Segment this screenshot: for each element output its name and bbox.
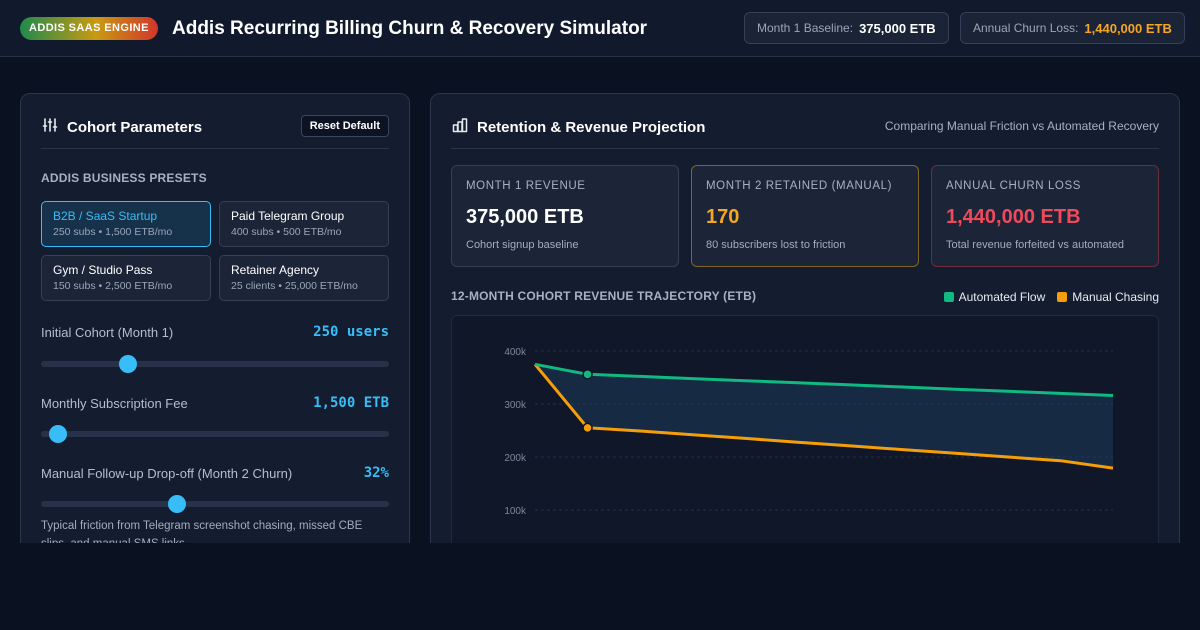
app-title: Addis Recurring Billing Churn & Recovery… <box>172 18 648 39</box>
preset-name: Gym / Studio Pass <box>53 263 153 277</box>
kpi-month2-retained: MONTH 2 RETAINED (MANUAL) 170 80 subscri… <box>691 165 919 267</box>
kpi-note: Cohort signup baseline <box>466 239 579 251</box>
preset-telegram-group[interactable]: Paid Telegram Group 400 subs • 500 ETB/m… <box>219 201 389 247</box>
churn-stat: Annual Churn Loss: 1,440,000 ETB <box>960 12 1185 44</box>
automated-point <box>582 369 593 380</box>
cohort-label: Initial Cohort (Month 1) <box>41 325 174 340</box>
baseline-stat: Month 1 Baseline: 375,000 ETB <box>744 12 949 44</box>
y-tick-label: 200k <box>504 453 527 464</box>
kpi-label: MONTH 2 RETAINED (MANUAL) <box>706 180 893 192</box>
kpi-annual-churn-loss: ANNUAL CHURN LOSS 1,440,000 ETB Total re… <box>931 165 1159 267</box>
kpi-label: ANNUAL CHURN LOSS <box>946 180 1082 192</box>
preset-meta: 400 subs • 500 ETB/mo <box>231 226 342 238</box>
y-tick-label: 100k <box>504 506 527 517</box>
preset-name: B2B / SaaS Startup <box>53 209 158 223</box>
revenue-chart: 100k 200k 300k 400k <box>451 315 1159 552</box>
divider <box>41 148 389 149</box>
churn-value: 1,440,000 ETB <box>1084 20 1172 36</box>
kpi-label: MONTH 1 REVENUE <box>466 180 586 192</box>
dropoff-slider-thumb[interactable] <box>167 495 186 513</box>
projection-heading: Retention & Revenue Projection <box>451 116 705 138</box>
kpi-value: 170 <box>706 206 740 228</box>
legend-manual: Manual Chasing <box>1057 290 1159 304</box>
projection-title: Retention & Revenue Projection <box>477 118 706 136</box>
bar-chart-icon <box>451 116 469 138</box>
preset-b2b-saas[interactable]: B2B / SaaS Startup 250 subs • 1,500 ETB/… <box>41 201 211 247</box>
preset-meta: 150 subs • 2,500 ETB/mo <box>53 280 173 292</box>
legend-swatch-automated <box>943 292 954 302</box>
chart-title: 12-MONTH COHORT REVENUE TRAJECTORY (ETB) <box>451 289 757 303</box>
preset-meta: 25 clients • 25,000 ETB/mo <box>231 280 358 292</box>
projection-panel: Retention & Revenue Projection Comparing… <box>430 93 1180 553</box>
dropoff-label: Manual Follow-up Drop-off (Month 2 Churn… <box>41 466 293 481</box>
divider <box>451 148 1159 149</box>
preset-meta: 250 subs • 1,500 ETB/mo <box>53 226 173 238</box>
legend-automated: Automated Flow <box>943 290 1046 304</box>
sliders-icon <box>41 116 59 138</box>
kpi-note: 80 subscribers lost to friction <box>706 239 846 251</box>
revenue-chart-svg: 100k 200k 300k 400k <box>504 347 1114 517</box>
page-background <box>0 543 1200 630</box>
preset-name: Paid Telegram Group <box>231 209 345 223</box>
dropoff-value: 32% <box>363 465 389 481</box>
cohort-slider-thumb[interactable] <box>119 355 137 373</box>
top-bar: ADDIS SAAS ENGINE Addis Recurring Billin… <box>0 0 1200 57</box>
chart-legend: Automated Flow Manual Chasing <box>943 290 1159 304</box>
cohort-slider[interactable] <box>41 355 389 373</box>
baseline-value: 375,000 ETB <box>859 20 936 36</box>
kpi-month1-revenue: MONTH 1 REVENUE 375,000 ETB Cohort signu… <box>451 165 679 267</box>
reset-default-button[interactable]: Reset Default <box>300 115 389 137</box>
preset-gym-studio[interactable]: Gym / Studio Pass 150 subs • 2,500 ETB/m… <box>41 255 211 301</box>
preset-retainer-agency[interactable]: Retainer Agency 25 clients • 25,000 ETB/… <box>219 255 389 301</box>
manual-point <box>582 422 593 434</box>
fee-slider[interactable] <box>41 425 389 443</box>
baseline-label: Month 1 Baseline: <box>757 21 854 35</box>
projection-subtitle: Comparing Manual Friction vs Automated R… <box>884 119 1159 133</box>
panel-title: Cohort Parameters <box>67 118 203 136</box>
manual-series-line <box>533 363 1114 470</box>
churn-label: Annual Churn Loss: <box>973 21 1079 35</box>
legend-swatch-manual <box>1057 292 1068 302</box>
legend-label: Automated Flow <box>958 290 1046 304</box>
preset-name: Retainer Agency <box>231 263 320 277</box>
automated-series-line <box>534 362 1114 397</box>
kpi-value: 375,000 ETB <box>466 206 584 228</box>
brand-badge: ADDIS SAAS ENGINE <box>20 17 158 40</box>
y-tick-label: 400k <box>504 347 527 358</box>
cohort-parameters-panel: Cohort Parameters Reset Default ADDIS BU… <box>20 93 410 553</box>
y-tick-label: 300k <box>504 400 527 411</box>
fee-label: Monthly Subscription Fee <box>41 396 188 411</box>
cohort-parameters-heading: Cohort Parameters <box>41 116 202 138</box>
kpi-value: 1,440,000 ETB <box>946 206 1081 228</box>
fee-value: 1,500 ETB <box>313 395 389 411</box>
presets-label: ADDIS BUSINESS PRESETS <box>41 171 207 185</box>
gap-area <box>535 364 1113 469</box>
legend-label: Manual Chasing <box>1072 290 1159 304</box>
dropoff-slider[interactable] <box>41 495 389 513</box>
kpi-note: Total revenue forfeited vs automated <box>946 239 1124 251</box>
fee-slider-thumb[interactable] <box>49 425 68 443</box>
cohort-value: 250 users <box>313 324 389 340</box>
